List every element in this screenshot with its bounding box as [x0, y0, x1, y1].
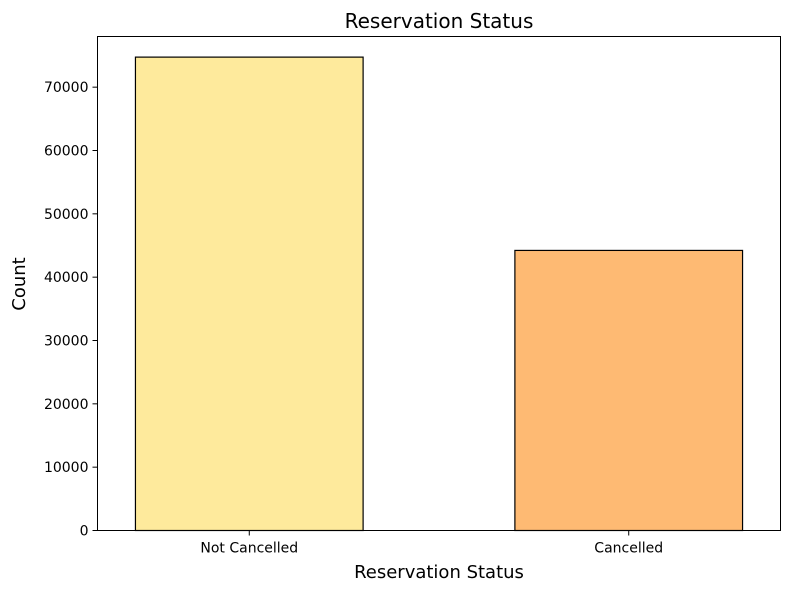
chart-title: Reservation Status	[345, 9, 534, 33]
y-axis: 0 10000 20000 30000 40000 50000 60000 70000	[44, 80, 98, 540]
x-axis-title: Reservation Status	[354, 562, 524, 583]
x-tick-label: Cancelled	[594, 541, 663, 557]
y-tick-label: 60000	[44, 144, 89, 160]
plot-frame	[97, 36, 781, 531]
y-tick-label: 30000	[44, 334, 89, 350]
y-tick-label: 10000	[44, 460, 89, 476]
y-axis-title: Count	[9, 257, 30, 310]
bars-layer	[134, 56, 744, 532]
bar-not-cancelled	[134, 56, 364, 532]
x-axis: Not Cancelled Cancelled	[200, 530, 663, 557]
y-tick-label: 20000	[44, 397, 89, 413]
x-tick-label: Not Cancelled	[200, 541, 298, 557]
y-tick-label: 50000	[44, 207, 89, 223]
y-tick-label: 40000	[44, 270, 89, 286]
bar-cancelled	[514, 249, 744, 532]
y-tick-label: 0	[80, 524, 89, 540]
y-tick-label: 70000	[44, 80, 89, 96]
